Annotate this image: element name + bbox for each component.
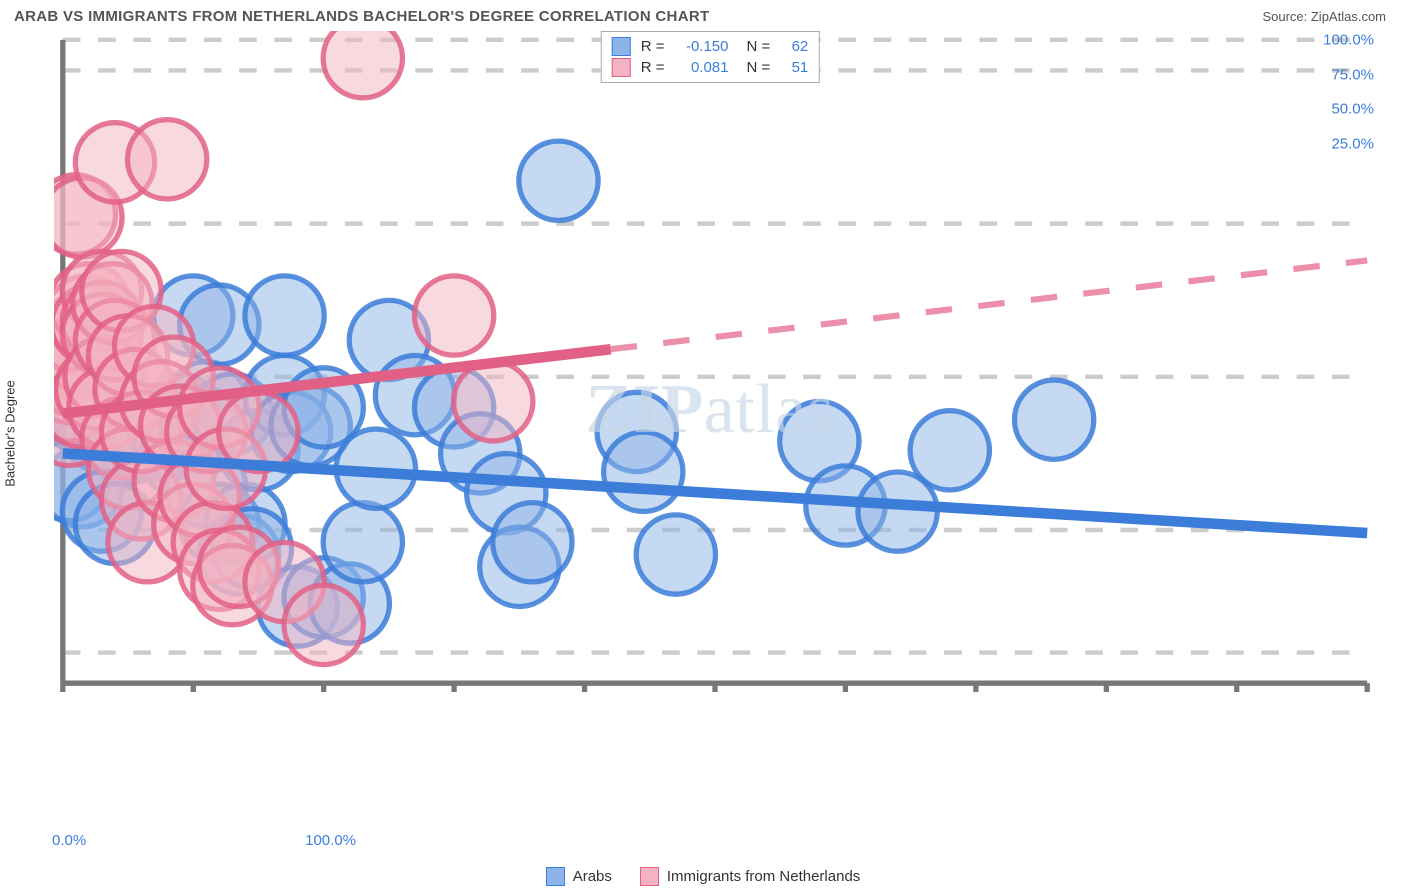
chart-container: Bachelor's Degree ZIPatlas R =-0.150N =6… xyxy=(44,31,1376,821)
x-tick-label: 100.0% xyxy=(305,832,356,849)
legend-swatch xyxy=(546,867,565,886)
chart-title: ARAB VS IMMIGRANTS FROM NETHERLANDS BACH… xyxy=(14,8,709,25)
series-legend: Arabs Immigrants from Netherlands xyxy=(0,867,1406,886)
x-tick-label: 0.0% xyxy=(52,832,86,849)
y-tick-label: 25.0% xyxy=(1331,136,1380,153)
legend-row-arabs: R =-0.150N =62 xyxy=(612,36,809,57)
y-tick-label: 75.0% xyxy=(1331,66,1380,83)
legend-swatch xyxy=(640,867,659,886)
legend-item-netherlands: Immigrants from Netherlands xyxy=(640,867,860,886)
legend-row-netherlands: R =0.081N =51 xyxy=(612,57,809,78)
source-label: Source: ZipAtlas.com xyxy=(1262,9,1386,24)
correlation-legend: R =-0.150N =62R =0.081N =51 xyxy=(601,31,820,83)
scatter-plot xyxy=(54,31,1376,692)
y-axis-label: Bachelor's Degree xyxy=(3,380,18,487)
legend-label: Arabs xyxy=(573,868,612,885)
y-tick-label: 50.0% xyxy=(1331,101,1380,118)
y-tick-label: 100.0% xyxy=(1323,31,1380,48)
legend-item-arabs: Arabs xyxy=(546,867,612,886)
legend-swatch xyxy=(612,58,631,77)
legend-label: Immigrants from Netherlands xyxy=(667,868,860,885)
legend-swatch xyxy=(612,37,631,56)
